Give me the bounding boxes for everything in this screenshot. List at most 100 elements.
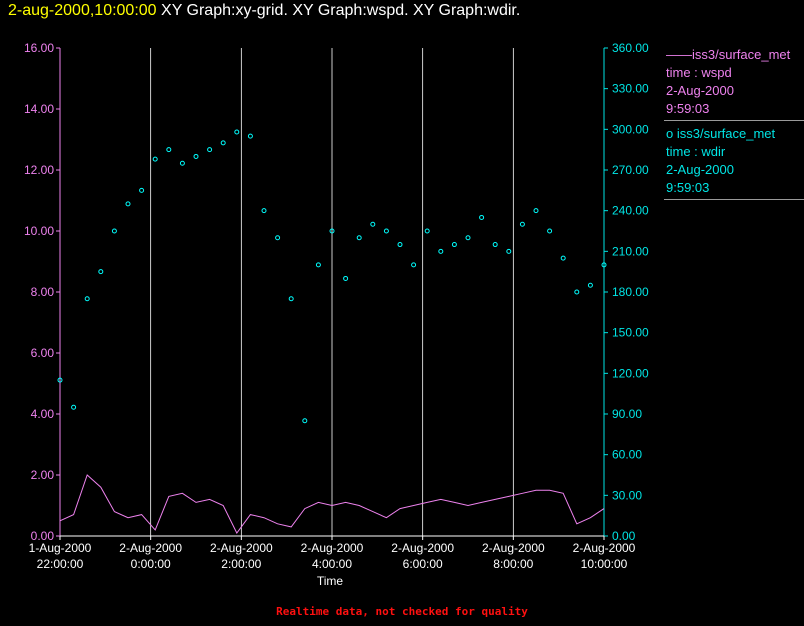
x-tick-label-date: 2-Aug-2000	[573, 541, 636, 555]
right-tick-label: 150.00	[612, 326, 649, 340]
data-point-wdir	[111, 228, 117, 234]
data-point-wdir	[179, 160, 185, 166]
legend-separator-bottom	[664, 199, 804, 200]
data-point-wdir	[125, 201, 131, 207]
data-point-wdir	[288, 296, 294, 302]
right-tick-label: 120.00	[612, 366, 649, 380]
data-point-wdir	[329, 228, 335, 234]
x-tick-label-time: 10:00:00	[581, 557, 628, 571]
data-point-wdir	[247, 133, 253, 139]
right-tick-label: 180.00	[612, 285, 649, 299]
data-point-wdir	[601, 262, 607, 268]
data-point-wdir	[261, 208, 267, 214]
data-point-wdir	[84, 296, 90, 302]
data-point-wdir	[519, 221, 525, 227]
title-timestamp: 2-aug-2000,10:00:00	[8, 2, 157, 19]
left-tick-label: 0.00	[31, 529, 55, 543]
legend-wspd-source: iss3/surface_met	[692, 47, 791, 62]
data-point-wdir	[533, 208, 539, 214]
x-tick-label-date: 2-Aug-2000	[210, 541, 273, 555]
left-tick-label: 12.00	[24, 163, 54, 177]
data-point-wdir	[438, 248, 444, 254]
right-tick-label: 30.00	[612, 488, 642, 502]
data-point-wdir	[139, 187, 145, 193]
data-point-wdir	[356, 235, 362, 241]
legend-wspd-time: 9:59:03	[666, 101, 710, 116]
data-point-wdir	[98, 269, 104, 275]
x-tick-label-date: 2-Aug-2000	[119, 541, 182, 555]
data-point-wdir	[424, 228, 430, 234]
data-point-wdir	[275, 235, 281, 241]
data-point-wdir	[492, 242, 498, 248]
left-tick-label: 10.00	[24, 224, 54, 238]
data-point-wdir	[152, 156, 158, 162]
left-tick-label: 4.00	[31, 407, 55, 421]
title-bar: 2-aug-2000,10:00:00 XY Graph:xy-grid. XY…	[8, 2, 520, 20]
x-tick-label-date: 1-Aug-2000	[29, 541, 92, 555]
legend: ——iss3/surface_met time : wspd 2-Aug-200…	[664, 46, 804, 204]
x-tick-label-time: 8:00:00	[493, 557, 533, 571]
data-point-wdir	[506, 248, 512, 254]
legend-entry-wspd: ——iss3/surface_met time : wspd 2-Aug-200…	[664, 46, 804, 118]
legend-wdir-date: 2-Aug-2000	[666, 162, 734, 177]
data-point-wdir	[479, 214, 485, 220]
x-tick-label-time: 2:00:00	[221, 557, 261, 571]
left-tick-label: 16.00	[24, 41, 54, 55]
right-tick-label: 360.00	[612, 41, 649, 55]
data-point-wdir	[302, 418, 308, 424]
legend-wdir-title: o iss3/surface_met	[666, 125, 804, 143]
data-point-wdir	[207, 147, 213, 153]
quality-note: Realtime data, not checked for quality	[276, 605, 528, 618]
legend-wdir-time: 9:59:03	[666, 180, 710, 195]
legend-wspd-var: time : wspd	[666, 65, 732, 80]
data-point-wdir	[315, 262, 321, 268]
x-tick-label-date: 2-Aug-2000	[391, 541, 454, 555]
legend-wspd-date: 2-Aug-2000	[666, 83, 734, 98]
x-tick-label-time: 0:00:00	[131, 557, 171, 571]
legend-wspd-marker: ——	[666, 47, 692, 62]
x-axis: 1-Aug-2000 22:00:00 2-Aug-2000 0:00:00 2-Aug…	[29, 535, 636, 571]
data-point-wdir	[411, 262, 417, 268]
data-point-wdir	[370, 221, 376, 227]
data-point-wdir	[343, 275, 349, 281]
data-point-wdir	[574, 289, 580, 295]
data-point-wdir	[234, 129, 240, 135]
right-tick-label: 210.00	[612, 244, 649, 258]
data-point-wdir	[465, 235, 471, 241]
left-tick-label: 8.00	[31, 285, 55, 299]
data-point-wdir	[547, 228, 553, 234]
x-tick-label-time: 22:00:00	[37, 557, 84, 571]
series-layer	[57, 129, 607, 534]
title-description: XY Graph:xy-grid. XY Graph:wspd. XY Grap…	[161, 2, 521, 19]
data-point-wdir	[220, 140, 226, 146]
data-point-wdir	[383, 228, 389, 234]
data-point-wdir	[57, 377, 63, 383]
legend-wdir-marker: o	[666, 126, 674, 141]
left-tick-label: 6.00	[31, 346, 55, 360]
right-tick-label: 60.00	[612, 448, 642, 462]
left-tick-label: 2.00	[31, 468, 55, 482]
right-tick-label: 0.00	[612, 529, 636, 543]
series-line-wspd	[59, 474, 605, 534]
data-point-wdir	[587, 282, 593, 288]
legend-wdir-source: iss3/surface_met	[676, 126, 776, 141]
right-axis: 0.00 30.00 60.00 90.00 120.00 150.00 180.00 210…	[603, 41, 649, 543]
grid-lines	[59, 48, 605, 536]
right-tick-label: 330.00	[612, 82, 649, 96]
data-point-wdir	[560, 255, 566, 261]
right-tick-label: 90.00	[612, 407, 642, 421]
x-tick-label-time: 4:00:00	[312, 557, 352, 571]
x-tick-label-date: 2-Aug-2000	[482, 541, 545, 555]
data-point-wdir	[166, 147, 172, 153]
right-tick-label: 240.00	[612, 204, 649, 218]
right-tick-label: 270.00	[612, 163, 649, 177]
legend-separator	[664, 120, 804, 121]
legend-entry-wdir: o iss3/surface_met time : wdir 2-Aug-200…	[664, 125, 804, 197]
left-axis: 0.00 2.00 4.00 6.00 8.00 10.00 12.00 14.00 16.00	[24, 41, 61, 543]
x-tick-label-date: 2-Aug-2000	[301, 541, 364, 555]
right-tick-label: 300.00	[612, 122, 649, 136]
data-point-wdir	[193, 153, 199, 159]
x-axis-title: Time	[317, 574, 344, 588]
left-tick-label: 14.00	[24, 102, 54, 116]
